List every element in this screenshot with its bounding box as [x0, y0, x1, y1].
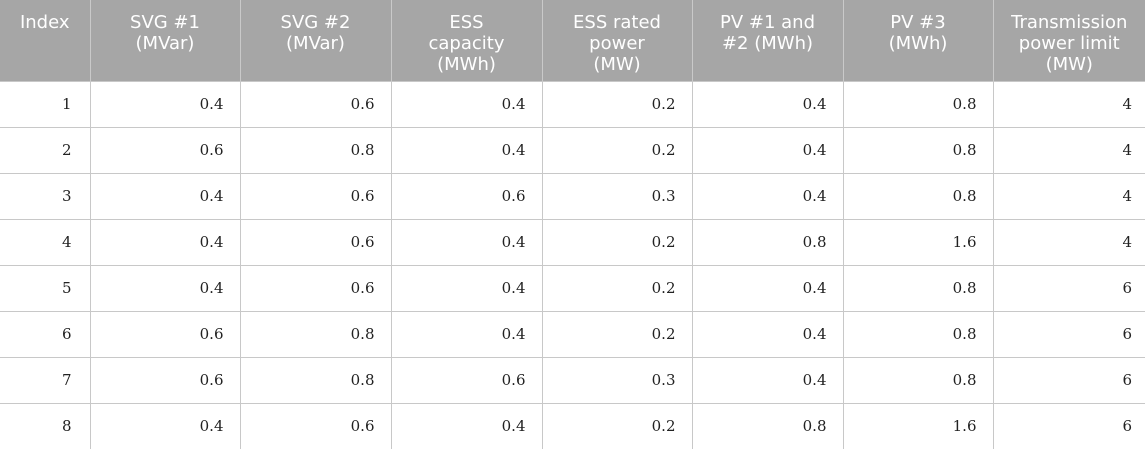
header-ess-rated-power: ESS rated power (MW) — [541, 0, 693, 81]
cell-svg-2: 0.6 — [239, 172, 392, 220]
cell-svg-2: 0.6 — [239, 218, 392, 266]
cell-svg-1: 0.4 — [89, 172, 241, 220]
cell-ess-rated-power: 0.2 — [541, 310, 693, 358]
cell-svg-1: 0.4 — [89, 218, 241, 266]
header-index: Index — [0, 0, 91, 81]
header-label: ESS rated power (MW) — [573, 12, 661, 75]
cell-ess-rated-power: 0.2 — [541, 402, 693, 449]
table-row: 3 0.4 0.6 0.6 0.3 0.4 0.8 4 — [0, 172, 1145, 220]
header-row: Index SVG #1 (MVar) SVG #2 (MVar) ESS capac… — [0, 0, 1145, 81]
header-svg-1: SVG #1 (MVar) — [89, 0, 241, 81]
cell-svg-2: 0.6 — [239, 264, 392, 312]
table-row: 7 0.6 0.8 0.6 0.3 0.4 0.8 6 — [0, 356, 1145, 404]
header-label: Index — [19, 12, 70, 33]
cell-index: 1 — [0, 80, 91, 128]
header-pv-1-2: PV #1 and #2 (MWh) — [691, 0, 844, 81]
cell-ess-rated-power: 0.2 — [541, 80, 693, 128]
cell-ess-capacity: 0.4 — [390, 402, 543, 449]
cell-transmission-limit: 6 — [992, 356, 1145, 404]
cell-svg-2: 0.8 — [239, 356, 392, 404]
header-label: Transmission power limit (MW) — [1011, 12, 1128, 75]
cell-svg-2: 0.8 — [239, 310, 392, 358]
cell-svg-2: 0.6 — [239, 80, 392, 128]
cell-pv-1-2: 0.4 — [691, 264, 844, 312]
header-label: PV #3 (MWh) — [888, 12, 948, 54]
cell-pv-3: 1.6 — [842, 402, 994, 449]
cell-svg-1: 0.6 — [89, 310, 241, 358]
cell-index: 3 — [0, 172, 91, 220]
table-row: 8 0.4 0.6 0.4 0.2 0.8 1.6 6 — [0, 402, 1145, 449]
cell-svg-2: 0.8 — [239, 126, 392, 174]
cell-ess-capacity: 0.4 — [390, 80, 543, 128]
cell-index: 6 — [0, 310, 91, 358]
table-header: Index SVG #1 (MVar) SVG #2 (MVar) ESS capac… — [0, 0, 1145, 81]
header-svg-2: SVG #2 (MVar) — [239, 0, 392, 81]
table-row: 2 0.6 0.8 0.4 0.2 0.4 0.8 4 — [0, 126, 1145, 174]
header-label: PV #1 and #2 (MWh) — [719, 12, 815, 54]
cell-index: 4 — [0, 218, 91, 266]
cell-transmission-limit: 4 — [992, 126, 1145, 174]
cell-ess-rated-power: 0.2 — [541, 126, 693, 174]
cell-svg-1: 0.6 — [89, 126, 241, 174]
cell-index: 7 — [0, 356, 91, 404]
cell-ess-capacity: 0.6 — [390, 172, 543, 220]
cell-svg-1: 0.4 — [89, 264, 241, 312]
cell-ess-capacity: 0.4 — [390, 218, 543, 266]
cell-pv-3: 0.8 — [842, 172, 994, 220]
cell-pv-1-2: 0.8 — [691, 402, 844, 449]
cell-svg-1: 0.4 — [89, 402, 241, 449]
cell-pv-1-2: 0.4 — [691, 80, 844, 128]
table-row: 5 0.4 0.6 0.4 0.2 0.4 0.8 6 — [0, 264, 1145, 312]
cell-pv-3: 0.8 — [842, 356, 994, 404]
cell-pv-3: 0.8 — [842, 80, 994, 128]
table-body: 1 0.4 0.6 0.4 0.2 0.4 0.8 4 2 0.6 0.8 0.4 0.2 0.4 0.8 4… — [0, 80, 1145, 449]
header-label: SVG #2 (MVar) — [280, 12, 351, 54]
header-pv-3: PV #3 (MWh) — [842, 0, 994, 81]
cell-ess-capacity: 0.4 — [390, 264, 543, 312]
cell-pv-1-2: 0.8 — [691, 218, 844, 266]
cell-pv-1-2: 0.4 — [691, 310, 844, 358]
cell-pv-3: 0.8 — [842, 310, 994, 358]
cell-ess-rated-power: 0.2 — [541, 218, 693, 266]
cell-transmission-limit: 4 — [992, 80, 1145, 128]
cell-index: 8 — [0, 402, 91, 449]
cell-pv-3: 1.6 — [842, 218, 994, 266]
cell-index: 5 — [0, 264, 91, 312]
cell-transmission-limit: 6 — [992, 264, 1145, 312]
header-ess-capacity: ESS capacity (MWh) — [390, 0, 543, 81]
cell-transmission-limit: 4 — [992, 218, 1145, 266]
cell-ess-rated-power: 0.2 — [541, 264, 693, 312]
cell-ess-capacity: 0.6 — [390, 356, 543, 404]
header-label: SVG #1 (MVar) — [130, 12, 200, 54]
cell-ess-capacity: 0.4 — [390, 126, 543, 174]
cell-transmission-limit: 4 — [992, 172, 1145, 220]
cell-pv-3: 0.8 — [842, 126, 994, 174]
cell-pv-3: 0.8 — [842, 264, 994, 312]
cell-svg-1: 0.4 — [89, 80, 241, 128]
table-row: 1 0.4 0.6 0.4 0.2 0.4 0.8 4 — [0, 80, 1145, 128]
cell-ess-rated-power: 0.3 — [541, 356, 693, 404]
header-label: ESS capacity (MWh) — [428, 12, 505, 75]
cell-ess-capacity: 0.4 — [390, 310, 543, 358]
cell-pv-1-2: 0.4 — [691, 172, 844, 220]
cell-pv-1-2: 0.4 — [691, 356, 844, 404]
cell-pv-1-2: 0.4 — [691, 126, 844, 174]
header-transmission-limit: Transmission power limit (MW) — [992, 0, 1145, 81]
table-row: 4 0.4 0.6 0.4 0.2 0.8 1.6 4 — [0, 218, 1145, 266]
cell-ess-rated-power: 0.3 — [541, 172, 693, 220]
table-row: 6 0.6 0.8 0.4 0.2 0.4 0.8 6 — [0, 310, 1145, 358]
cell-index: 2 — [0, 126, 91, 174]
cell-svg-1: 0.6 — [89, 356, 241, 404]
cell-transmission-limit: 6 — [992, 310, 1145, 358]
cell-transmission-limit: 6 — [992, 402, 1145, 449]
cell-svg-2: 0.6 — [239, 402, 392, 449]
